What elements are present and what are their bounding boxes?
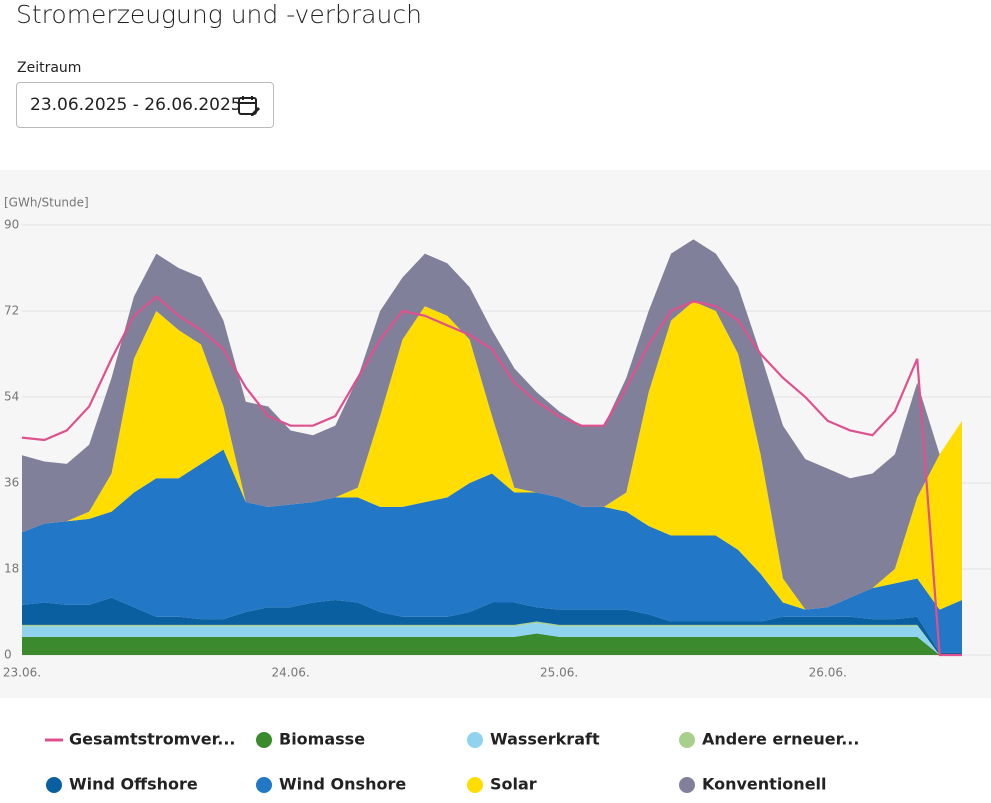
legend-swatch: [467, 732, 483, 748]
date-range-text: 23.06.2025 - 26.06.2025: [30, 95, 242, 115]
legend-label: Gesamtstromver...: [69, 730, 235, 749]
y-tick-label: 90: [4, 218, 19, 232]
x-tick-label: 24.06.: [271, 666, 309, 680]
area: [22, 622, 962, 655]
period-label: Zeitraum: [17, 60, 82, 76]
x-tick-label: 23.06.: [3, 666, 41, 680]
chart-background: [0, 170, 991, 698]
area: [22, 633, 962, 655]
legend-label: Biomasse: [279, 730, 365, 749]
area: [22, 301, 962, 610]
legend-swatch: [679, 732, 695, 748]
x-tick-label: 26.06.: [809, 666, 847, 680]
y-tick-label: 18: [4, 562, 19, 576]
area: [22, 621, 962, 655]
legend-label: Wind Offshore: [69, 775, 198, 794]
legend-label: Andere erneuer...: [702, 730, 859, 749]
legend-label: Wind Onshore: [279, 775, 406, 794]
legend-swatch: [256, 732, 272, 748]
area: [22, 597, 962, 655]
legend-swatch: [679, 777, 695, 793]
y-tick-label: 36: [4, 476, 19, 490]
legend-label: Wasserkraft: [490, 730, 600, 749]
legend-swatch: [256, 777, 272, 793]
calendar-icon[interactable]: [237, 94, 261, 118]
legend-label: Solar: [490, 775, 537, 794]
y-tick-label: 0: [4, 648, 12, 662]
legend-label: Konventionell: [702, 775, 827, 794]
date-range-input[interactable]: 23.06.2025 - 26.06.2025: [16, 82, 274, 128]
legend-swatch: [467, 777, 483, 793]
x-tick-label: 25.06.: [540, 666, 578, 680]
page-title: Stromerzeugung und -verbrauch: [16, 0, 422, 29]
y-axis-label: [GWh/Stunde]: [4, 196, 89, 210]
y-tick-label: 72: [4, 304, 19, 318]
legend-swatch: [46, 777, 62, 793]
area: [22, 449, 962, 653]
y-tick-label: 54: [4, 390, 19, 404]
line: [21, 295, 962, 657]
area: [22, 239, 962, 610]
